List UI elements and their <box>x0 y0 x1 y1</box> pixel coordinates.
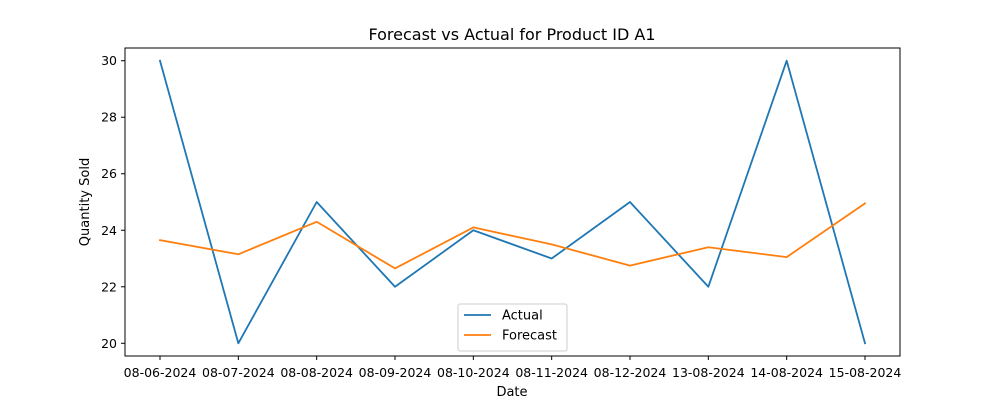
series-line-forecast <box>158 202 867 270</box>
plot-area: 20 22 24 26 28 30 08-06-2024 08-07-2024 08-08-20… <box>101 47 902 380</box>
x-tick-label: 08-09-2024 <box>359 365 432 380</box>
x-tick-label: 13-08-2024 <box>672 365 745 380</box>
x-tick-label: 08-08-2024 <box>280 365 353 380</box>
x-tick-label: 08-07-2024 <box>202 365 275 380</box>
legend-label-actual: Actual <box>502 309 543 324</box>
plot-frame <box>124 47 901 357</box>
chart-title: Forecast vs Actual for Product ID A1 <box>368 25 655 44</box>
x-tick-label: 08-11-2024 <box>515 365 588 380</box>
series-line-actual <box>158 59 867 345</box>
legend: Actual Forecast <box>457 303 568 352</box>
y-tick-label: 24 <box>101 223 117 238</box>
x-tick-label: 14-08-2024 <box>750 365 823 380</box>
x-tick-label: 08-12-2024 <box>594 365 667 380</box>
x-axis-label: Date <box>496 385 527 400</box>
y-tick-label: 26 <box>101 166 117 181</box>
y-tick-label: 30 <box>101 53 117 68</box>
y-tick-label: 22 <box>101 279 117 294</box>
x-tick-label: 08-06-2024 <box>124 365 197 380</box>
y-axis-label: Quantity Sold <box>78 158 93 246</box>
y-tick-label: 28 <box>101 110 117 125</box>
y-tick-label: 20 <box>101 336 117 351</box>
x-tick-label: 08-10-2024 <box>437 365 510 380</box>
x-tick-label: 15-08-2024 <box>829 365 902 380</box>
legend-label-forecast: Forecast <box>502 329 557 344</box>
